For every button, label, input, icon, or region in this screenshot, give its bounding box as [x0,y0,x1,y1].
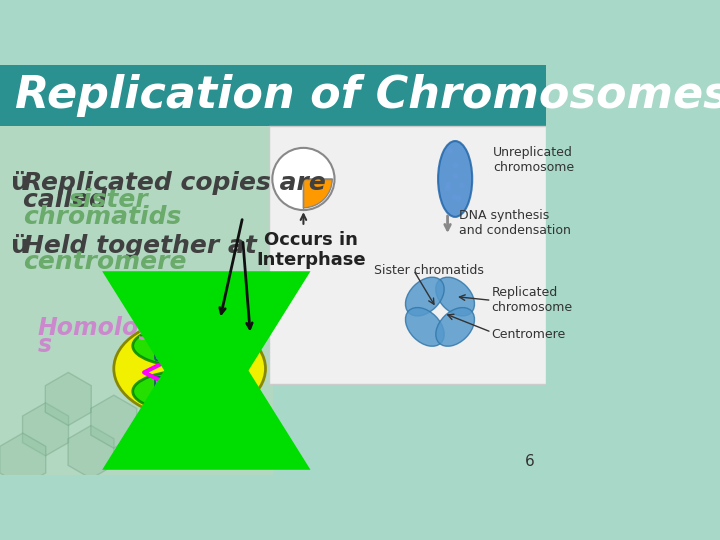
Circle shape [455,179,461,185]
FancyBboxPatch shape [0,126,273,475]
FancyBboxPatch shape [190,377,203,405]
Circle shape [448,157,454,164]
Circle shape [450,197,456,203]
Circle shape [450,163,456,169]
FancyBboxPatch shape [176,332,189,360]
Ellipse shape [132,325,246,367]
Text: 6: 6 [525,454,535,469]
Wedge shape [303,179,332,208]
Text: chromatids: chromatids [23,205,181,229]
Text: called: called [23,188,115,212]
Circle shape [272,148,335,210]
Text: Replication of Chromosomes: Replication of Chromosomes [15,74,720,117]
Text: Replicated copies are: Replicated copies are [23,171,325,195]
Text: Occurs in
Interphase: Occurs in Interphase [256,231,366,269]
Text: Unreplicated
chromosome: Unreplicated chromosome [493,146,574,174]
Text: DNA synthesis
and condensation: DNA synthesis and condensation [459,209,571,237]
Text: ü: ü [12,234,30,258]
FancyArrowPatch shape [197,315,213,332]
Text: s: s [38,333,52,357]
FancyBboxPatch shape [155,377,232,406]
Text: sister: sister [68,188,148,212]
FancyBboxPatch shape [0,65,546,126]
Text: ü: ü [12,171,30,195]
Ellipse shape [436,308,474,346]
FancyBboxPatch shape [155,332,232,360]
Ellipse shape [405,277,444,316]
Ellipse shape [132,370,246,412]
Circle shape [459,153,465,159]
Text: Homologs: Homologs [38,315,170,340]
Circle shape [458,153,464,159]
Ellipse shape [436,277,474,316]
Text: centromere: centromere [23,250,186,274]
Text: Held together at: Held together at [23,234,256,258]
Text: Centromere: Centromere [492,328,566,341]
Ellipse shape [405,308,444,346]
Text: Replicated
chromosome: Replicated chromosome [492,286,572,314]
Text: Sister chromatids: Sister chromatids [374,264,484,276]
FancyBboxPatch shape [269,126,546,384]
Circle shape [459,150,465,156]
Ellipse shape [114,319,266,418]
Ellipse shape [438,141,472,217]
Circle shape [460,198,467,205]
